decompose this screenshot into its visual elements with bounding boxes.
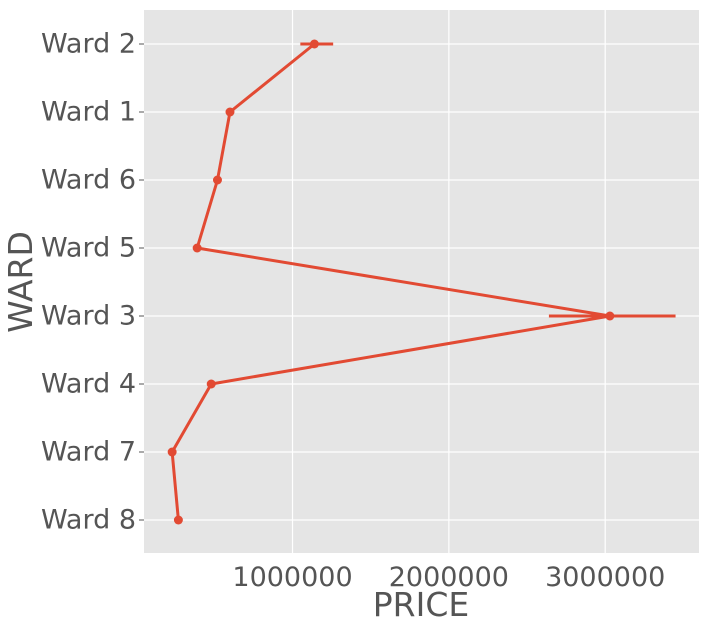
y-tick-label: Ward 3 bbox=[41, 301, 136, 332]
x-tick-label: 1000000 bbox=[232, 562, 352, 593]
y-axis-label: WARD bbox=[1, 231, 40, 333]
data-point bbox=[192, 243, 202, 253]
y-tick-label: Ward 7 bbox=[41, 437, 136, 468]
data-point bbox=[212, 175, 222, 185]
y-tick-label: Ward 5 bbox=[41, 233, 136, 264]
x-tick-label: 2000000 bbox=[389, 562, 509, 593]
y-tick-label: Ward 8 bbox=[41, 505, 136, 536]
y-tick-label: Ward 2 bbox=[41, 29, 136, 60]
y-tick-label: Ward 4 bbox=[41, 369, 136, 400]
data-point bbox=[309, 39, 319, 49]
plot-area bbox=[144, 10, 699, 553]
data-point bbox=[605, 311, 615, 321]
series-line bbox=[170, 42, 612, 521]
data-point bbox=[167, 447, 177, 457]
data-marks bbox=[167, 39, 676, 525]
tick-labels: 1000000 2000000 3000000 Ward 2 Ward 1 Ward 6 W… bbox=[41, 29, 665, 594]
y-tick-label: Ward 1 bbox=[41, 97, 136, 128]
data-point bbox=[173, 515, 183, 525]
x-tick-label: 3000000 bbox=[545, 562, 665, 593]
data-point bbox=[206, 379, 216, 389]
grid-lines bbox=[144, 10, 699, 553]
y-tick-label: Ward 6 bbox=[41, 165, 136, 196]
data-point bbox=[225, 107, 235, 117]
x-axis-label: PRICE bbox=[373, 585, 469, 624]
